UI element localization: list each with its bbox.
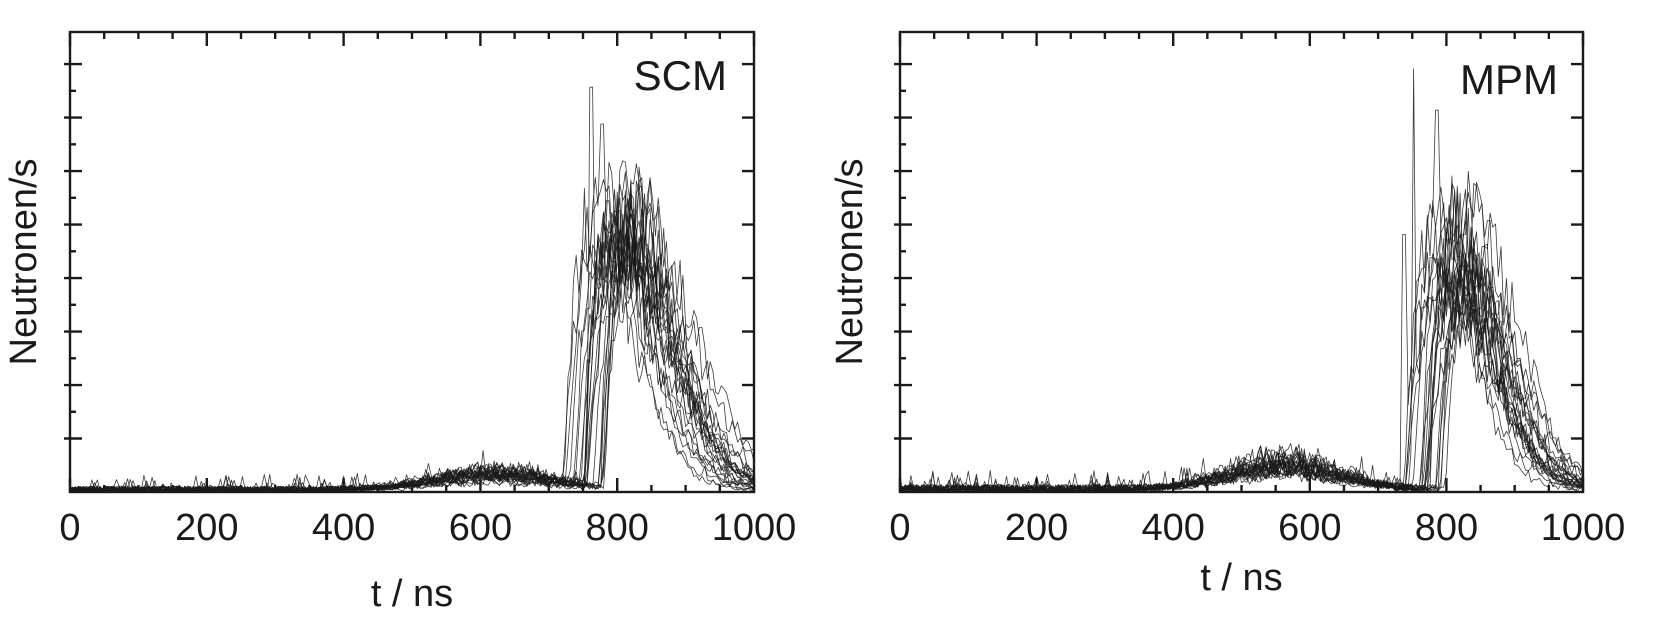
x-tick-label: 600 — [1278, 507, 1341, 549]
panel-label: SCM — [634, 52, 727, 99]
chart-scm: 0 200 400 600 800 1000 SCM t / ns Neutronen/s — [3, 30, 796, 615]
series-line — [899, 257, 1584, 493]
trace-group — [69, 86, 755, 493]
series-line — [69, 208, 755, 493]
y-axis-label: Neutronen/s — [3, 158, 45, 365]
series-line — [899, 190, 1584, 493]
panel-label: MPM — [1460, 56, 1558, 103]
trace-group — [899, 68, 1584, 493]
x-tick-label: 0 — [889, 507, 910, 549]
series-line — [69, 163, 755, 493]
x-tick-label: 600 — [449, 507, 512, 549]
series-line — [899, 269, 1584, 493]
x-tick-labels: 0 200 400 600 800 1000 — [59, 507, 796, 549]
x-tick-label: 400 — [312, 507, 375, 549]
x-tick-label: 800 — [585, 507, 648, 549]
x-axis-label: t / ns — [371, 573, 453, 615]
y-axis-label: Neutronen/s — [829, 158, 871, 365]
chart-mpm: 0 200 400 600 800 1000 MPM t / ns Neutronen/s — [829, 30, 1625, 599]
x-tick-label: 1000 — [712, 507, 797, 549]
x-axis-label: t / ns — [1200, 557, 1282, 599]
x-tick-label: 0 — [59, 507, 80, 549]
plot-frame — [898, 30, 1585, 494]
x-tick-labels: 0 200 400 600 800 1000 — [889, 507, 1625, 549]
x-tick-label: 200 — [175, 507, 238, 549]
x-tick-label: 1000 — [1541, 507, 1626, 549]
series-line — [69, 166, 755, 493]
x-tick-label: 400 — [1141, 507, 1204, 549]
x-tick-label: 800 — [1415, 507, 1478, 549]
x-tick-label: 200 — [1005, 507, 1068, 549]
plot-frame — [68, 30, 756, 494]
